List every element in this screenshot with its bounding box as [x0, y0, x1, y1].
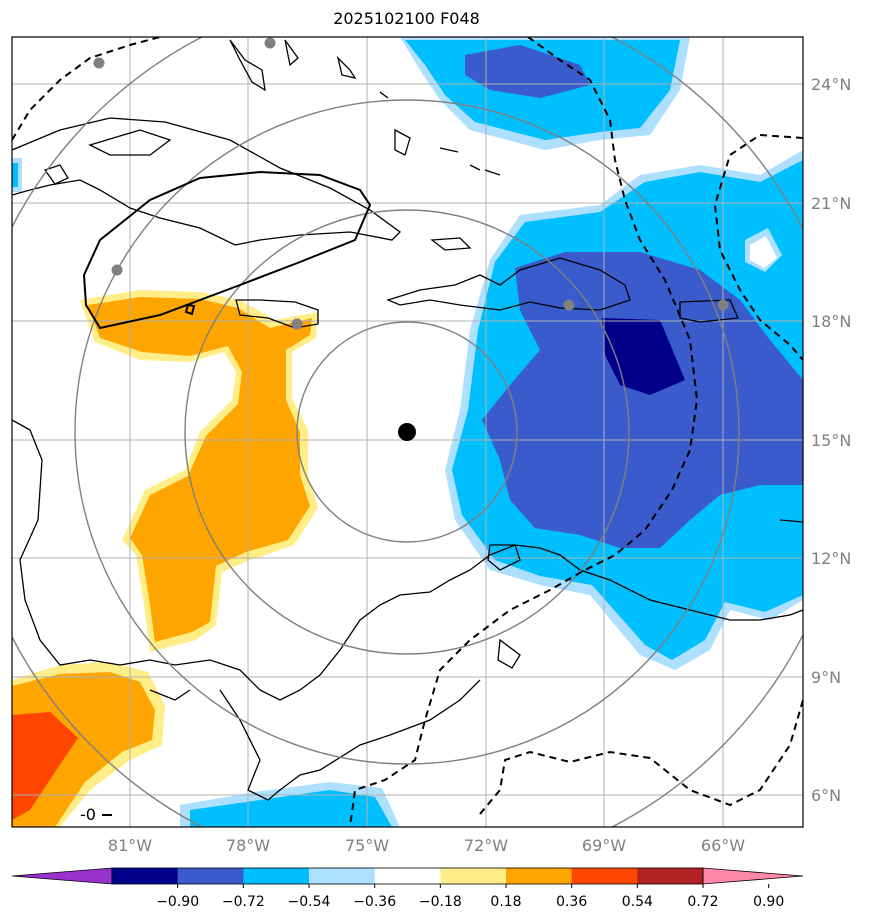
lat-tick: 18°N	[811, 312, 851, 331]
colorbar-segment	[309, 868, 376, 884]
colorbar-tick: −0.72	[222, 894, 265, 910]
contour-label: -0	[80, 805, 96, 824]
colorbar-segment	[177, 868, 244, 884]
lon-tick: 81°W	[108, 836, 152, 855]
colorbar-tick: 0.36	[556, 894, 587, 910]
contours	[82, 170, 372, 330]
colorbar-segment	[112, 868, 179, 884]
map-frame	[11, 36, 804, 828]
colorbar-segment	[243, 868, 310, 884]
colorbar: −0.90 −0.72 −0.54 −0.36 −0.18 0.18 0.36 …	[11, 867, 804, 910]
colorbar-extend-high	[702, 867, 804, 885]
lat-tick: 6°N	[811, 786, 841, 805]
lon-tick: 75°W	[345, 836, 389, 855]
colorbar-tick: −0.36	[353, 894, 396, 910]
map-area: -0	[12, 37, 803, 827]
colorbar-segment	[506, 868, 573, 884]
map-title: 2025102100 F048	[333, 9, 480, 28]
storm-center-marker	[398, 423, 416, 441]
coastlines	[12, 39, 803, 801]
colorbar-segment	[571, 868, 638, 884]
colorbar-tick: −0.54	[288, 894, 331, 910]
colorbar-tick: −0.90	[156, 894, 199, 910]
graticule	[12, 37, 803, 827]
colorbar-extend-low	[11, 867, 113, 885]
colorbar-tick: 0.90	[753, 894, 784, 910]
lat-tick-labels: 24°N 21°N 18°N 15°N 12°N 9°N 6°N	[811, 75, 851, 805]
lat-tick: 24°N	[811, 75, 851, 94]
colorbar-segment	[440, 868, 507, 884]
lon-tick: 72°W	[464, 836, 508, 855]
lat-tick: 21°N	[811, 194, 851, 213]
colorbar-segment	[637, 868, 704, 884]
lat-tick: 12°N	[811, 549, 851, 568]
colorbar-segment	[374, 868, 441, 884]
dashed-contours	[12, 37, 803, 827]
colorbar-tick: 0.54	[622, 894, 653, 910]
colorbar-tick: −0.18	[419, 894, 462, 910]
range-rings	[12, 37, 803, 827]
lon-tick: 69°W	[582, 836, 626, 855]
shading-positive	[12, 290, 318, 827]
lon-tick: 66°W	[701, 836, 745, 855]
colorbar-tick: 0.72	[687, 894, 718, 910]
lat-tick: 9°N	[811, 668, 841, 687]
lon-tick: 78°W	[226, 836, 270, 855]
lat-tick: 15°N	[811, 431, 851, 450]
colorbar-tick: 0.18	[490, 894, 521, 910]
lon-tick-labels: 81°W 78°W 75°W 72°W 69°W 66°W	[108, 836, 745, 855]
station-markers	[93, 37, 729, 330]
